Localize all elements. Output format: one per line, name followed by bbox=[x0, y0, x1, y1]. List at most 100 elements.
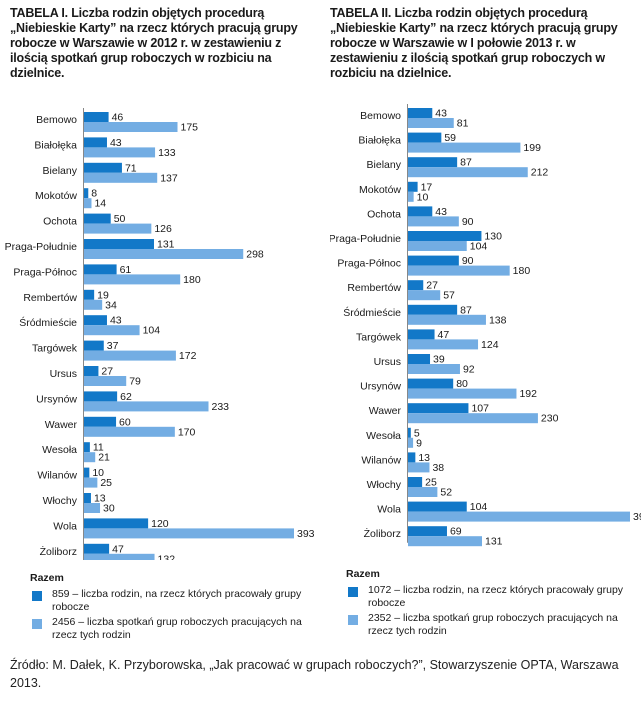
category-label-włochy: Włochy bbox=[367, 479, 402, 491]
bar-meetings-praga-północ bbox=[84, 274, 181, 285]
bar-meetings-włochy bbox=[84, 503, 101, 513]
category-label-ochota: Ochota bbox=[367, 208, 401, 220]
legend-heading-1: Razem bbox=[30, 572, 64, 584]
value-label-meetings-wola: 393 bbox=[633, 511, 641, 523]
bar-families-ursus bbox=[408, 354, 431, 364]
value-label-meetings-praga-południe: 104 bbox=[470, 241, 488, 253]
category-label-wola: Wola bbox=[53, 520, 77, 532]
value-label-meetings-wawer: 170 bbox=[178, 426, 196, 438]
value-label-families-żoliborz: 69 bbox=[450, 526, 462, 538]
bar-families-ursynów bbox=[84, 391, 118, 402]
value-label-meetings-ochota: 126 bbox=[154, 223, 172, 235]
bar-families-włochy bbox=[84, 493, 91, 503]
value-label-families-mokotów: 8 bbox=[91, 188, 97, 200]
category-label-wawer: Wawer bbox=[45, 419, 78, 431]
category-label-praga-południe: Praga-Południe bbox=[330, 233, 401, 245]
value-label-families-włochy: 25 bbox=[425, 477, 437, 489]
chart-title-1: TABELA I. Liczba rodzin objętych procedu… bbox=[10, 6, 298, 80]
value-label-families-białołęka: 43 bbox=[110, 137, 122, 149]
legend-1: Razem 859 – liczba rodzin, na rzecz któr… bbox=[30, 572, 310, 644]
legend-2: Razem 1072 – liczba rodzin, na rzecz któ… bbox=[346, 568, 626, 640]
value-label-meetings-wola: 393 bbox=[297, 528, 315, 540]
bar-families-bielany bbox=[84, 162, 122, 173]
bar-families-wesoła bbox=[408, 427, 411, 438]
value-label-families-bielany: 71 bbox=[125, 162, 137, 174]
value-label-families-ursynów: 62 bbox=[120, 391, 132, 403]
value-label-families-praga-południe: 130 bbox=[484, 231, 502, 243]
category-label-rembertów: Rembertów bbox=[23, 292, 77, 304]
value-label-families-praga-południe: 131 bbox=[157, 239, 175, 251]
bar-families-ochota bbox=[408, 206, 433, 217]
value-label-families-ochota: 50 bbox=[114, 213, 126, 225]
category-label-mokotów: Mokotów bbox=[359, 184, 401, 196]
category-label-żoliborz: Żoliborz bbox=[40, 545, 77, 558]
value-label-meetings-bielany: 212 bbox=[531, 167, 549, 179]
bar-families-ochota bbox=[84, 213, 111, 224]
bar-meetings-wawer bbox=[84, 426, 175, 437]
category-label-wilanów: Wilanów bbox=[361, 454, 401, 466]
bar-families-śródmieście bbox=[84, 315, 107, 326]
value-label-meetings-wesoła: 9 bbox=[416, 437, 422, 449]
bar-families-wesoła bbox=[84, 442, 90, 453]
bar-meetings-ursus bbox=[84, 376, 127, 386]
bar-families-wola bbox=[84, 518, 149, 529]
value-label-meetings-żoliborz: 131 bbox=[485, 536, 503, 548]
value-label-meetings-targówek: 124 bbox=[481, 339, 499, 351]
bar-families-wilanów bbox=[84, 467, 90, 478]
bar-meetings-rembertów bbox=[408, 290, 441, 301]
value-label-families-ochota: 43 bbox=[435, 206, 447, 218]
legend-label-1-series2: 2456 – liczba spotkań grup roboczych pra… bbox=[52, 616, 302, 641]
bar-families-ursus bbox=[84, 366, 99, 376]
category-label-włochy: Włochy bbox=[43, 495, 78, 507]
bar-meetings-ursynów bbox=[408, 388, 517, 399]
category-label-wesoła: Wesoła bbox=[366, 430, 401, 442]
category-label-wesoła: Wesoła bbox=[42, 444, 77, 456]
category-label-praga-północ: Praga-Północ bbox=[13, 266, 77, 278]
value-label-meetings-bemowo: 81 bbox=[457, 118, 469, 130]
category-label-wola: Wola bbox=[377, 504, 401, 516]
bar-meetings-praga-południe bbox=[84, 249, 244, 259]
bar-meetings-ursynów bbox=[84, 401, 209, 412]
bar-families-praga-południe bbox=[84, 239, 154, 249]
bar-families-żoliborz bbox=[408, 526, 447, 537]
bar-meetings-targówek bbox=[84, 350, 176, 361]
legend-swatch-dark-2 bbox=[348, 587, 358, 597]
category-label-rembertów: Rembertów bbox=[347, 282, 401, 294]
category-label-bemowo: Bemowo bbox=[360, 110, 401, 122]
category-label-ochota: Ochota bbox=[43, 216, 77, 228]
bar-meetings-białołęka bbox=[84, 147, 156, 158]
value-label-families-wawer: 107 bbox=[471, 403, 489, 415]
bar-meetings-wilanów bbox=[408, 462, 430, 473]
category-label-białołęka: Białołęka bbox=[358, 135, 401, 147]
legend-item-1-series2: 2456 – liczba spotkań grup roboczych pra… bbox=[30, 616, 310, 642]
value-label-families-ursynów: 80 bbox=[456, 378, 468, 390]
value-label-meetings-wawer: 230 bbox=[541, 413, 559, 425]
bar-meetings-praga-północ bbox=[408, 265, 510, 276]
legend-item-2-series2: 2352 – liczba spotkań grup roboczych pra… bbox=[346, 612, 626, 638]
bar-meetings-żoliborz bbox=[84, 553, 155, 560]
bar-families-rembertów bbox=[408, 280, 424, 291]
bar-families-praga-południe bbox=[408, 231, 482, 241]
value-label-families-wilanów: 10 bbox=[92, 467, 104, 479]
bar-meetings-ochota bbox=[408, 216, 459, 227]
bar-families-bemowo bbox=[84, 112, 109, 122]
value-label-families-śródmieście: 43 bbox=[110, 315, 122, 327]
bar-families-wawer bbox=[408, 403, 469, 414]
value-label-meetings-ursynów: 192 bbox=[519, 388, 537, 400]
legend-label-2-series1: 1072 – liczba rodzin, na rzecz których p… bbox=[368, 584, 624, 609]
value-label-families-włochy: 13 bbox=[94, 493, 106, 505]
category-label-bielany: Bielany bbox=[43, 165, 78, 177]
bar-meetings-mokotów bbox=[408, 191, 414, 202]
legend-item-1-series1: 859 – liczba rodzin, na rzecz których pr… bbox=[30, 588, 310, 614]
value-label-families-praga-północ: 90 bbox=[462, 255, 474, 267]
bar-meetings-wesoła bbox=[84, 452, 96, 463]
category-label-śródmieście: Śródmieście bbox=[19, 316, 77, 329]
category-label-ursynów: Ursynów bbox=[360, 381, 401, 393]
category-label-targówek: Targówek bbox=[32, 343, 78, 355]
bar-families-białołęka bbox=[408, 132, 442, 143]
bar-families-żoliborz bbox=[84, 543, 110, 554]
legend-item-2-series1: 1072 – liczba rodzin, na rzecz których p… bbox=[346, 584, 626, 610]
chart-title-2: TABELA II. Liczba rodzin objętych proced… bbox=[330, 6, 618, 80]
category-label-praga-północ: Praga-Północ bbox=[337, 258, 401, 270]
value-label-meetings-śródmieście: 138 bbox=[489, 314, 507, 326]
